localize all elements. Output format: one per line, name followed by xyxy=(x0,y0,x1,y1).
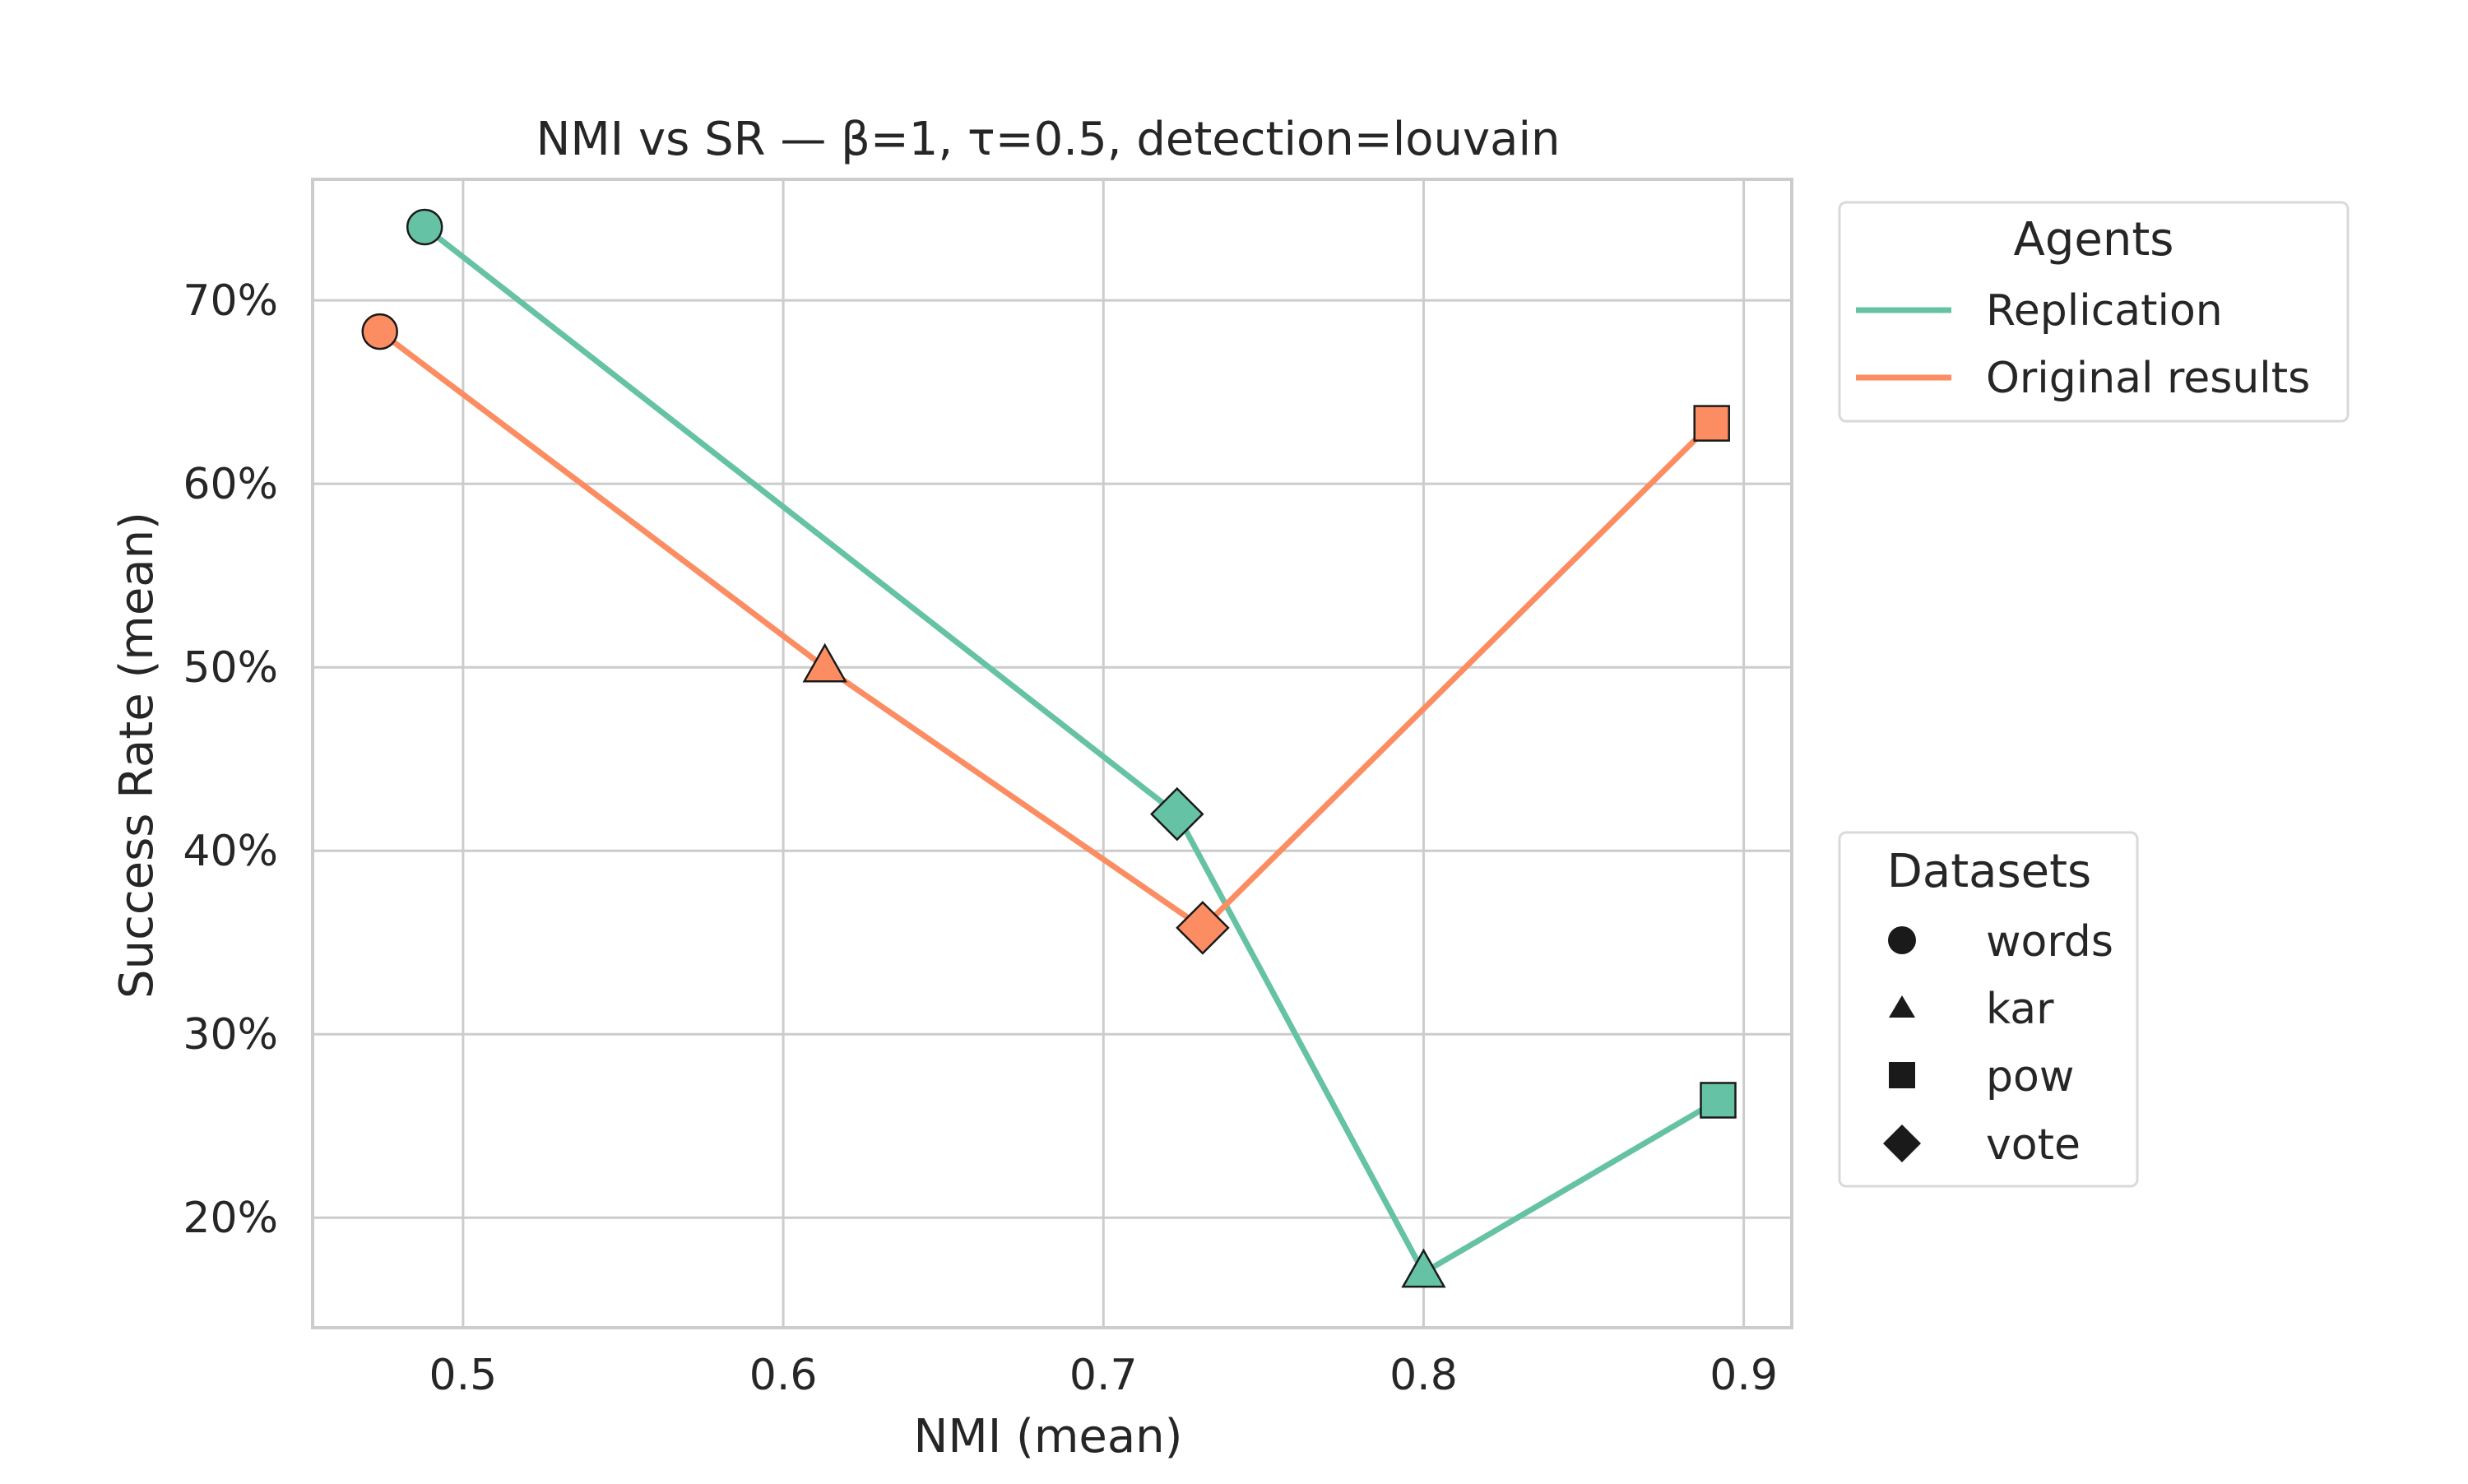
y-tick-label: 30% xyxy=(183,1010,278,1060)
x-tick-label: 0.9 xyxy=(1710,1351,1778,1400)
data-point-original-results-kar xyxy=(802,642,847,683)
legend-datasets-title: Datasets xyxy=(1887,845,2091,898)
legend-marker-diamond-icon xyxy=(1883,1125,1921,1162)
data-point-original-results-pow xyxy=(1693,405,1730,442)
legend-agents-box xyxy=(1838,201,2350,423)
data-markers xyxy=(361,208,1737,1288)
legend-datasets-box xyxy=(1838,831,2139,1188)
y-axis-label: Success Rate (mean) xyxy=(110,512,164,999)
data-point-replication-words xyxy=(406,208,443,246)
y-tick-label: 70% xyxy=(183,276,278,326)
y-tick-label: 50% xyxy=(183,643,278,693)
x-tick-labels: 0.5 0.6 0.7 0.8 0.9 xyxy=(429,1351,1778,1400)
series-line-replication xyxy=(421,224,1721,1276)
x-tick-label: 0.8 xyxy=(1389,1351,1458,1400)
y-tick-label: 20% xyxy=(183,1194,278,1243)
data-point-replication-kar xyxy=(1401,1248,1446,1288)
legend-label-pow: pow xyxy=(1986,1052,2074,1101)
data-point-original-results-vote xyxy=(1176,901,1230,955)
grid-lines xyxy=(313,179,1792,1328)
legend-marker-triangle-icon xyxy=(1889,995,1915,1018)
legend-marker-square-icon xyxy=(1889,1062,1915,1088)
legend-label-vote: vote xyxy=(1986,1120,2081,1170)
x-tick-label: 0.7 xyxy=(1069,1351,1138,1400)
legend-label-words: words xyxy=(1986,917,2113,967)
plot-frame xyxy=(311,178,1793,1329)
chart-title: NMI vs SR — β=1, τ=0.5, detection=louvai… xyxy=(536,113,1560,166)
data-point-original-results-words xyxy=(361,313,398,350)
x-tick-label: 0.6 xyxy=(749,1351,818,1400)
y-tick-label: 40% xyxy=(183,827,278,876)
x-axis-label: NMI (mean) xyxy=(913,1410,1182,1463)
x-tick-label: 0.5 xyxy=(429,1351,498,1400)
legend-marker-circle-icon xyxy=(1888,926,1916,954)
series-line-original-results xyxy=(377,328,1715,931)
legend-agents: Agents Replication Original results xyxy=(1838,201,2350,423)
y-tick-label: 60% xyxy=(183,460,278,509)
y-tick-labels: 20% 30% 40% 50% 60% 70% xyxy=(183,276,278,1243)
legend-label-kar: kar xyxy=(1986,985,2054,1034)
legend-label-replication: Replication xyxy=(1986,286,2223,336)
series-lines xyxy=(377,224,1721,1276)
legend-datasets: Datasets words kar pow vote xyxy=(1838,831,2139,1188)
legend-label-original-results: Original results xyxy=(1986,354,2310,403)
legend-agents-title: Agents xyxy=(2014,213,2174,267)
data-point-replication-pow xyxy=(1700,1082,1737,1119)
data-point-replication-vote xyxy=(1150,786,1204,842)
